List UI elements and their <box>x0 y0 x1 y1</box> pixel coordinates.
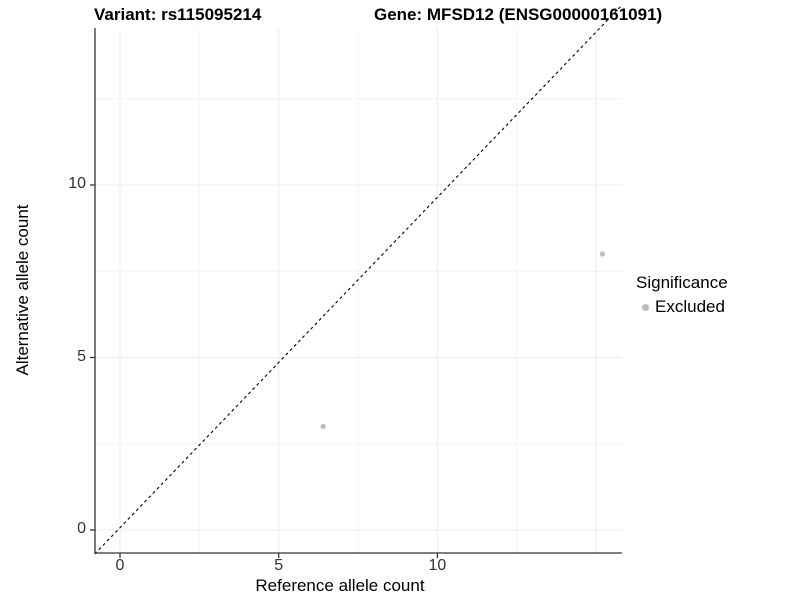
gene-title: Gene: MFSD12 (ENSG00000161091) <box>374 5 663 24</box>
legend-title: Significance <box>636 273 728 292</box>
legend-key-dot-icon <box>642 303 649 311</box>
x-tick-label: 0 <box>115 557 125 574</box>
data-point <box>599 251 606 257</box>
legend-item-excluded: Excluded <box>636 297 728 317</box>
legend: Significance Excluded <box>636 273 728 317</box>
legend-item-label: Excluded <box>655 297 725 316</box>
identity-line <box>94 5 622 555</box>
variant-title: Variant: rs115095214 <box>94 5 262 24</box>
data-point <box>320 423 326 430</box>
x-tick-label: 10 <box>428 557 447 574</box>
y-tick-label: 5 <box>77 347 86 365</box>
y-tick-label: 10 <box>68 175 86 192</box>
y-tick-label: 0 <box>77 520 86 537</box>
y-axis-title: Alternative allele count <box>13 204 32 376</box>
x-tick-label: 5 <box>274 557 284 574</box>
x-axis-title: Reference allele count <box>255 576 425 595</box>
